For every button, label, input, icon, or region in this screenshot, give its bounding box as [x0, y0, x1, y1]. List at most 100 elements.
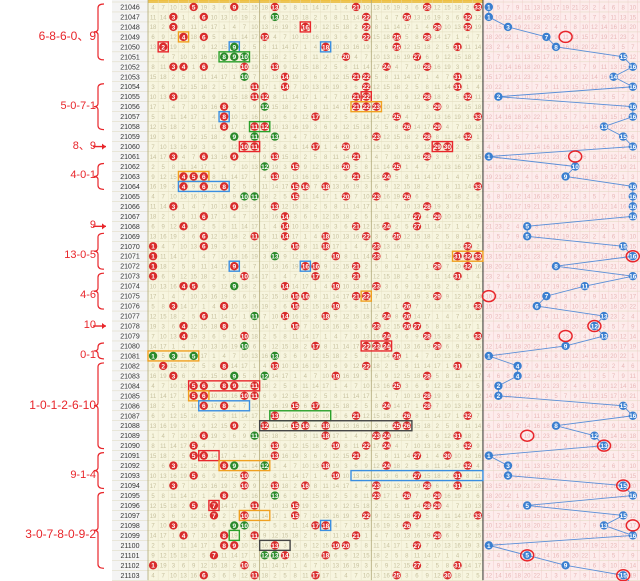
red-ball-number: 26: [403, 124, 411, 131]
red-ball-number: 11: [251, 313, 258, 320]
omission-value: 15: [343, 454, 350, 460]
omission-value: 15: [302, 65, 309, 71]
red-ball-number: 8: [222, 303, 226, 310]
red-ball: [230, 42, 239, 52]
red-ball: [341, 52, 351, 62]
omission-value: 8: [334, 205, 338, 211]
omission-value: 3: [273, 304, 277, 310]
omission-value: 17: [543, 284, 550, 290]
omission-value: 17: [241, 175, 248, 181]
red-ball-number: 32: [464, 94, 472, 101]
red-ball-number: 27: [413, 563, 421, 570]
omission-value: 5: [583, 15, 587, 21]
omission-value: 4: [162, 55, 166, 61]
red-ball-number: 28: [424, 64, 432, 71]
omission-value: 2: [354, 25, 358, 31]
omission-value: 5: [526, 85, 530, 91]
red-ball: [169, 202, 178, 211]
omission-value: 1: [263, 414, 267, 420]
omission-value: 16: [581, 175, 588, 181]
omission-value: 6: [602, 514, 606, 520]
omission-value: 7: [612, 374, 616, 380]
omission-value: 2: [202, 414, 206, 420]
omission-value: 16: [454, 354, 461, 360]
omission-value: 23: [610, 544, 617, 550]
omission-value: 4: [151, 574, 155, 580]
omission-value: 14: [505, 294, 512, 300]
omission-value: 7: [294, 464, 298, 470]
omission-value: 1: [243, 125, 247, 131]
omission-value: 5: [172, 215, 176, 221]
omission-value: 12: [322, 25, 329, 31]
red-ball-number: 15: [292, 303, 300, 310]
red-ball: [463, 441, 472, 450]
omission-value: 10: [190, 105, 197, 111]
omission-value: 10: [332, 424, 339, 430]
omission-value: 8: [554, 125, 558, 131]
omission-value: 6: [554, 75, 558, 81]
omission-value: 6: [602, 284, 606, 290]
omission-value: 5: [375, 75, 379, 81]
omission-value: 9: [526, 185, 530, 191]
omission-value: 5: [162, 165, 166, 171]
omission-value: 9: [212, 284, 216, 290]
omission-value: 5: [395, 364, 399, 370]
red-ball-number: 12: [261, 423, 269, 430]
omission-value: 11: [170, 115, 177, 121]
red-ball-number: 33: [474, 513, 482, 520]
omission-value: 18: [251, 334, 258, 340]
omission-value: 11: [333, 344, 340, 350]
omission-value: 11: [454, 185, 461, 191]
omission-value: 7: [574, 115, 578, 121]
omission-value: 10: [485, 524, 492, 530]
omission-value: 14: [261, 514, 268, 520]
red-ball-number: 1: [151, 274, 155, 281]
omission-value: 13: [562, 314, 569, 320]
red-ball-number: 18: [322, 463, 330, 470]
red-ball-number: 15: [292, 244, 300, 251]
omission-value: 1: [554, 65, 558, 71]
omission-value: 16: [332, 324, 339, 330]
red-ball-number: 3: [172, 204, 176, 211]
red-ball-number: 15: [292, 503, 300, 510]
red-ball-number: 31: [454, 483, 462, 490]
omission-value: 12: [444, 55, 451, 61]
omission-value: 12: [505, 245, 512, 251]
omission-value: 8: [497, 195, 501, 201]
omission-value: 19: [414, 294, 421, 300]
red-ball: [392, 421, 401, 430]
omission-value: 4: [314, 235, 318, 241]
omission-value: 15: [363, 554, 370, 560]
omission-value: 12: [261, 294, 268, 300]
omission-value: 13: [620, 474, 627, 480]
omission-value: 7: [415, 494, 419, 500]
omission-value: 13: [302, 35, 309, 41]
omission-value: 12: [322, 215, 329, 221]
omission-value: 10: [495, 245, 502, 251]
omission-value: 11: [454, 374, 461, 380]
highlight-box: [218, 51, 251, 63]
omission-value: 6: [253, 155, 257, 161]
omission-value: 6: [395, 95, 399, 101]
issue-label: 21082: [120, 363, 140, 370]
omission-value: 10: [424, 304, 431, 310]
omission-value: 13: [562, 85, 569, 91]
omission-value: 20: [591, 454, 598, 460]
omission-value: 19: [601, 35, 608, 41]
omission-value: 6: [516, 274, 520, 280]
omission-value: 18: [160, 265, 167, 271]
omission-value: 4: [182, 155, 186, 161]
omission-value: 22: [495, 85, 502, 91]
red-ball-number: 31: [454, 84, 462, 91]
omission-value: 16: [282, 265, 289, 271]
omission-value: 1: [202, 494, 206, 500]
red-ball: [433, 122, 442, 131]
omission-value: 8: [344, 444, 348, 450]
omission-value: 4: [602, 235, 606, 241]
omission-value: 11: [373, 354, 380, 360]
omission-value: 12: [591, 255, 598, 261]
omission-value: 16: [353, 235, 360, 241]
omission-value: 4: [314, 45, 318, 51]
omission-value: 4: [466, 225, 470, 231]
omission-value: 1: [602, 45, 606, 51]
